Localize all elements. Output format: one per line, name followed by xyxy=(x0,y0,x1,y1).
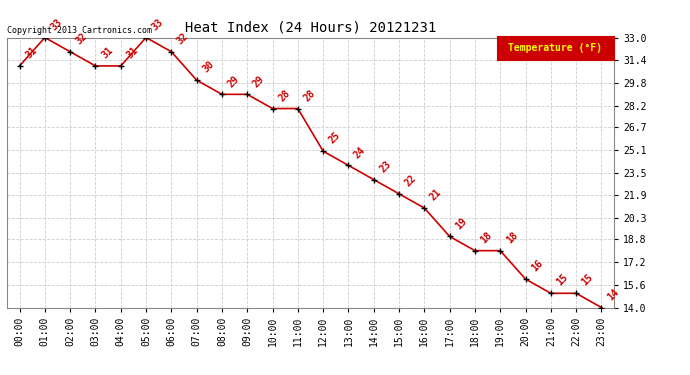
Text: 19: 19 xyxy=(453,216,469,231)
Text: 28: 28 xyxy=(276,88,292,103)
Text: 29: 29 xyxy=(226,74,241,89)
Text: 18: 18 xyxy=(479,230,494,245)
Text: 15: 15 xyxy=(580,273,595,288)
Text: 31: 31 xyxy=(99,45,115,60)
Text: 28: 28 xyxy=(302,88,317,103)
Text: 31: 31 xyxy=(125,45,140,60)
Text: 25: 25 xyxy=(327,130,342,146)
Text: Temperature (°F): Temperature (°F) xyxy=(509,43,602,53)
Title: Heat Index (24 Hours) 20121231: Heat Index (24 Hours) 20121231 xyxy=(185,21,436,35)
Text: 16: 16 xyxy=(529,258,544,274)
Text: 24: 24 xyxy=(353,145,368,160)
Text: 14: 14 xyxy=(605,287,620,302)
Text: 33: 33 xyxy=(48,17,64,32)
Text: 18: 18 xyxy=(504,230,520,245)
Text: 22: 22 xyxy=(403,173,418,188)
Text: 21: 21 xyxy=(428,187,444,202)
Text: 30: 30 xyxy=(201,59,216,75)
Text: 23: 23 xyxy=(377,159,393,174)
Text: 31: 31 xyxy=(23,45,39,60)
Text: 29: 29 xyxy=(251,74,266,89)
Text: 15: 15 xyxy=(555,273,570,288)
Text: 33: 33 xyxy=(150,17,165,32)
Text: Copyright 2013 Cartronics.com: Copyright 2013 Cartronics.com xyxy=(7,26,152,35)
Text: 32: 32 xyxy=(74,31,89,46)
Text: 32: 32 xyxy=(175,31,190,46)
